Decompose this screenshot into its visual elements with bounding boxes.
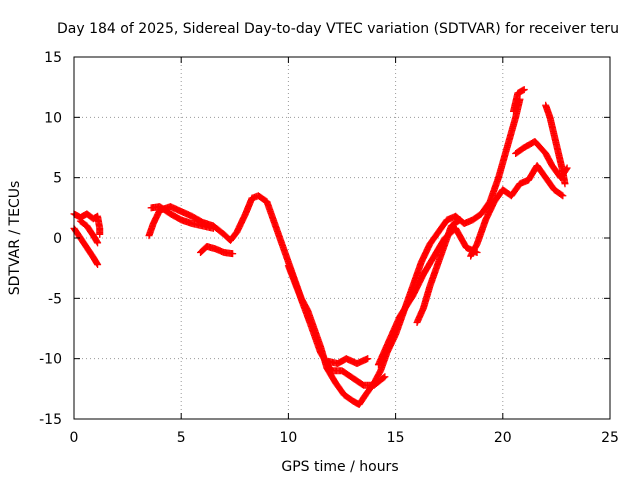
series-arc-1	[70, 210, 104, 238]
data-point	[455, 217, 463, 225]
data-point	[364, 355, 372, 363]
grid	[74, 57, 610, 419]
series-arc-13	[512, 137, 571, 182]
series-arc-2	[70, 224, 102, 269]
data-point	[209, 224, 217, 232]
series-arc-3	[76, 217, 102, 247]
series-arc-5	[147, 203, 217, 232]
data-point	[381, 373, 389, 381]
y-tick-label: 0	[53, 231, 62, 247]
y-tick-label: -10	[39, 352, 62, 368]
series-arc-7	[284, 262, 389, 389]
series-arc-11	[467, 162, 567, 260]
data-point	[380, 374, 388, 382]
series-arc-8	[323, 355, 372, 367]
axis-ticks: 0 5 10 15 20 25 -15 -10 -5 0 5 10 15	[39, 50, 619, 446]
data-point	[229, 250, 237, 258]
x-tick-label: 10	[279, 430, 297, 446]
y-tick-label: -15	[39, 412, 62, 428]
x-tick-label: 15	[387, 430, 405, 446]
x-tick-label: 25	[601, 430, 619, 446]
y-tick-label: -5	[48, 291, 62, 307]
data-point	[96, 230, 104, 238]
data-point	[561, 180, 569, 188]
y-axis-label: SDTVAR / TECUs	[7, 181, 23, 296]
series-arc-10	[413, 216, 464, 326]
data-point	[94, 239, 102, 247]
series-arc-6	[196, 242, 237, 258]
data-point	[558, 191, 566, 199]
series-arc-12	[510, 86, 528, 115]
y-tick-label: 15	[44, 50, 62, 66]
y-tick-label: 10	[44, 110, 62, 126]
x-axis-label: GPS time / hours	[281, 459, 398, 475]
chart-title: Day 184 of 2025, Sidereal Day-to-day VTE…	[57, 21, 619, 37]
x-tick-label: 5	[177, 430, 186, 446]
data-point	[559, 192, 567, 200]
y-tick-label: 5	[53, 171, 62, 187]
data-point	[456, 216, 464, 224]
data-point	[94, 261, 102, 269]
x-tick-label: 20	[494, 430, 512, 446]
x-tick-label: 0	[70, 430, 79, 446]
series-arc-14	[542, 101, 569, 188]
data-point	[520, 86, 528, 94]
data-series	[70, 86, 571, 409]
